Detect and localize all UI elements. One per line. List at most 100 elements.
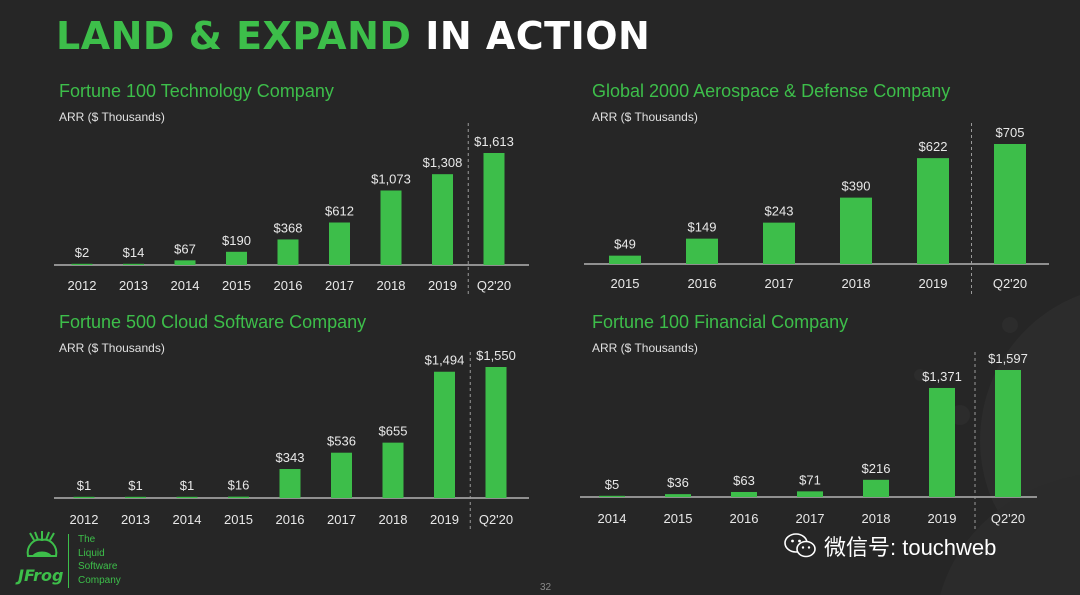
data-label: $1,073: [371, 171, 411, 186]
bar: [686, 238, 718, 264]
frog-logo-icon: [26, 531, 58, 557]
data-label: $1,371: [922, 369, 962, 384]
category-tick-label: 2013: [119, 278, 148, 293]
data-label: $1: [77, 478, 91, 493]
data-label: $2: [75, 245, 89, 260]
category-tick-label: 2017: [327, 512, 356, 527]
bar-chart-fortune500-cloud-software: $1 2012 $1 2013 $1 2014 $16 2015 $343 2016 $536 201…: [54, 348, 529, 530]
logo-tagline: The Liquid Software Company: [78, 533, 148, 587]
category-tick-label: 2015: [611, 276, 640, 291]
data-label: $190: [222, 233, 251, 248]
bar: [123, 263, 144, 265]
bar-chart-fortune100-technology: $2 2012 $14 2013 $67 2014 $190 2015 $368 2016 $612…: [54, 123, 529, 297]
category-tick-label: 2016: [688, 276, 717, 291]
bar: [485, 367, 507, 498]
bar-chart-fortune100-financial: $5 2014 $36 2015 $63 2016 $71 2017 $216 2018 $1,37…: [580, 351, 1037, 530]
bar: [995, 370, 1021, 497]
data-label: $1,613: [474, 134, 514, 149]
category-tick-label: 2012: [70, 512, 99, 527]
bar: [331, 452, 352, 498]
bar: [840, 197, 872, 264]
data-label: $1,308: [423, 155, 463, 170]
category-tick-label: 2013: [121, 512, 150, 527]
category-tick-label: 2015: [224, 512, 253, 527]
chart-title: Fortune 100 Technology Company: [59, 81, 334, 101]
chart-title: Global 2000 Aerospace & Defense Company: [592, 81, 951, 101]
data-label: $705: [996, 125, 1025, 140]
bar: [125, 496, 146, 498]
data-label: $63: [733, 473, 755, 488]
wechat-icon: [784, 533, 816, 558]
data-label: $1: [128, 478, 142, 493]
headline-white-part: IN ACTION: [425, 14, 651, 58]
data-label: $612: [325, 204, 354, 219]
bar: [994, 144, 1026, 264]
chart-ylabel: ARR ($ Thousands): [59, 110, 165, 124]
page-number: 32: [540, 582, 552, 593]
bar: [763, 222, 795, 264]
bar: [176, 496, 198, 498]
tagline-line: The: [78, 534, 96, 545]
category-tick-label: 2014: [171, 278, 200, 293]
bar: [863, 479, 889, 497]
bar: [797, 491, 823, 497]
bar: [174, 260, 196, 265]
category-tick-label: Q2'20: [477, 278, 511, 293]
jfrog-logo: JFrog The Liquid Software Company: [14, 530, 144, 592]
category-tick-label: 2016: [274, 278, 303, 293]
chart-ylabel: ARR ($ Thousands): [592, 341, 698, 355]
category-tick-label: 2017: [796, 511, 825, 526]
data-label: $1: [180, 478, 194, 493]
watermark-text: 微信号: touchweb: [824, 535, 997, 560]
chart-ylabel: ARR ($ Thousands): [59, 341, 165, 355]
bar-chart-global2000-aerospace: $49 2015 $149 2016 $243 2017 $390 2018 $622 2019 $…: [584, 123, 1049, 297]
category-tick-label: 2015: [222, 278, 251, 293]
logo-wordmark: JFrog: [18, 566, 64, 585]
data-label: $622: [919, 139, 948, 154]
data-label: $1,597: [988, 351, 1028, 366]
bar: [71, 263, 93, 265]
chart-title: Fortune 100 Financial Company: [592, 312, 849, 332]
data-label: $536: [327, 434, 356, 449]
category-tick-label: 2018: [379, 512, 408, 527]
chart-panel-global2000-aerospace: Global 2000 Aerospace & Defense Company …: [584, 81, 1057, 301]
bar: [929, 387, 955, 497]
category-tick-label: 2019: [428, 278, 457, 293]
chart-ylabel: ARR ($ Thousands): [592, 110, 698, 124]
chart-panel-fortune100-technology: Fortune 100 Technology Company ARR ($ Th…: [54, 81, 534, 301]
data-label: $1,550: [476, 348, 516, 363]
data-label: $49: [614, 237, 636, 252]
slide-headline: LAND & EXPAND IN ACTION: [56, 14, 650, 58]
headline-green-part: LAND & EXPAND: [56, 14, 412, 58]
data-label: $16: [228, 478, 250, 493]
category-tick-label: Q2'20: [993, 276, 1027, 291]
data-label: $368: [274, 220, 303, 235]
category-tick-label: 2019: [430, 512, 459, 527]
bar: [483, 153, 505, 265]
category-tick-label: 2014: [598, 511, 627, 526]
data-label: $343: [276, 450, 305, 465]
bar: [731, 491, 757, 497]
data-label: $216: [862, 461, 891, 476]
category-tick-label: 2017: [765, 276, 794, 291]
bar: [665, 494, 691, 497]
bar: [73, 496, 95, 498]
logo-divider: [68, 534, 69, 588]
data-label: $1,494: [425, 353, 465, 368]
wechat-watermark: 微信号: touchweb: [784, 532, 996, 560]
category-tick-label: Q2'20: [479, 512, 513, 527]
chart-panel-fortune500-cloud-software: Fortune 500 Cloud Software Company ARR (…: [54, 312, 534, 532]
category-tick-label: 2018: [862, 511, 891, 526]
category-tick-label: 2019: [919, 276, 948, 291]
category-tick-label: Q2'20: [991, 511, 1025, 526]
bar: [432, 174, 453, 265]
category-tick-label: 2015: [664, 511, 693, 526]
category-tick-label: 2014: [173, 512, 202, 527]
category-tick-label: 2018: [377, 278, 406, 293]
bar: [226, 251, 247, 265]
category-tick-label: 2017: [325, 278, 354, 293]
tagline-line: Company: [78, 574, 121, 586]
bar: [380, 190, 402, 265]
data-label: $14: [123, 245, 145, 260]
tagline-line: Liquid: [78, 547, 105, 559]
